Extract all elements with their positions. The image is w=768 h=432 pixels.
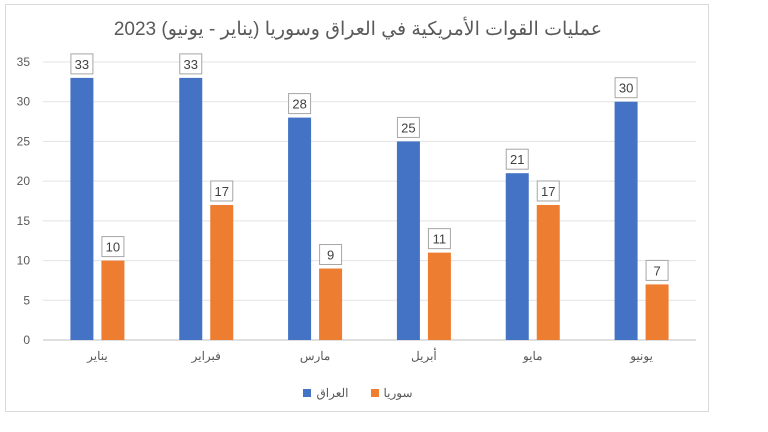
data-label-box (179, 53, 203, 75)
data-label: 25 (401, 120, 415, 135)
data-label: 21 (510, 152, 524, 167)
x-tick-label: أبريل (411, 348, 437, 363)
data-label: 30 (619, 81, 633, 96)
bar (70, 77, 94, 340)
bar (101, 260, 125, 340)
legend-label-syria: سوريا (383, 386, 413, 400)
data-label: 33 (184, 57, 198, 72)
bar (319, 268, 343, 340)
data-label-box (645, 259, 669, 281)
data-label-box (427, 228, 451, 250)
data-label-box (210, 180, 234, 202)
legend-item-iraq: العراق (303, 386, 349, 400)
data-label: 7 (653, 263, 660, 278)
bar (427, 252, 451, 340)
chart-title: عمليات القوات الأمريكية في العراق وسوريا… (113, 19, 603, 40)
x-tick-label: مايو (522, 349, 543, 363)
bar (288, 117, 312, 340)
data-label-box (70, 53, 94, 75)
bar (614, 101, 638, 340)
data-label: 10 (106, 240, 120, 255)
legend: العراق سوريا (6, 386, 710, 400)
y-tick-label: 10 (17, 254, 31, 268)
y-tick-label: 30 (17, 95, 31, 109)
bar (505, 173, 529, 340)
data-label-box (536, 180, 560, 202)
x-tick-label: مارس (300, 349, 331, 363)
data-label: 33 (75, 57, 89, 72)
bar-chart: 0 5 10 15 20 25 30 35 يناير 33 10 فبراير 33 17 مارس 28 9… (17, 53, 696, 363)
x-tick-label: فبراير (191, 349, 221, 363)
y-tick-label: 20 (17, 174, 31, 188)
data-label-box (505, 148, 529, 170)
legend-item-syria: سوريا (370, 386, 413, 400)
bar (179, 77, 203, 340)
chart-frame: عمليات القوات الأمريكية في العراق وسوريا… (5, 4, 709, 412)
legend-label-iraq: العراق (316, 386, 349, 400)
data-label: 17 (541, 184, 555, 199)
x-tick-label: يونيو (629, 349, 653, 363)
data-label-box (101, 236, 125, 258)
data-label-box (396, 116, 420, 138)
bar (536, 204, 560, 340)
legend-swatch-syria (370, 389, 379, 397)
bar (396, 141, 420, 340)
data-label: 17 (215, 184, 229, 199)
data-label-box (288, 93, 312, 115)
data-label-box (319, 244, 343, 266)
bar (645, 284, 669, 340)
x-tick-label: يناير (86, 349, 108, 363)
legend-swatch-iraq (303, 389, 312, 397)
y-tick-label: 0 (23, 333, 30, 347)
data-label: 11 (433, 232, 447, 247)
y-tick-label: 15 (17, 214, 31, 228)
data-label-box (614, 77, 638, 99)
y-tick-label: 25 (17, 134, 31, 148)
data-label: 9 (327, 248, 334, 263)
bar (210, 204, 234, 340)
y-tick-label: 35 (17, 55, 31, 69)
data-label: 28 (292, 97, 306, 112)
y-tick-label: 5 (23, 293, 30, 307)
